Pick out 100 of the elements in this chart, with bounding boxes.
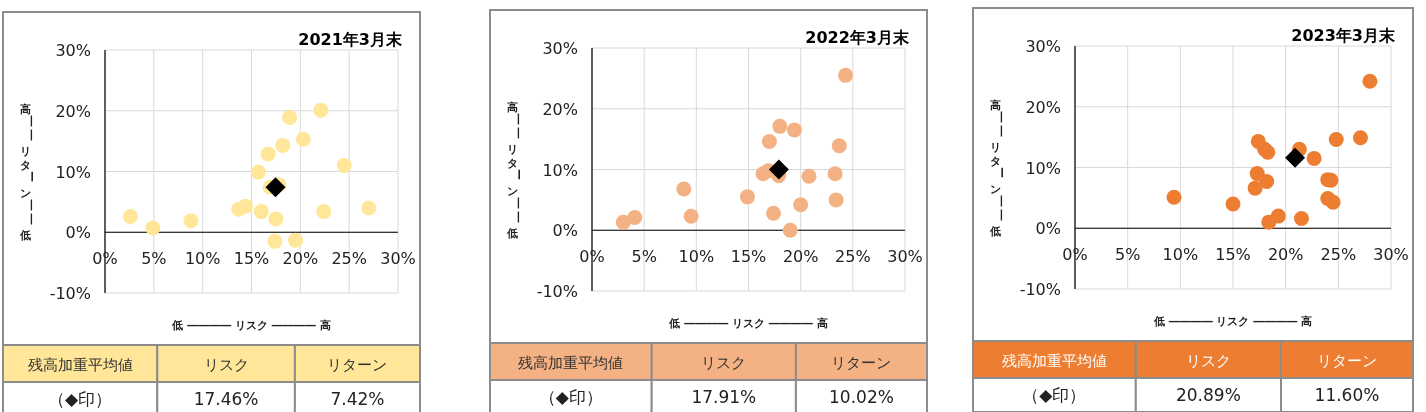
text: 10.02% (829, 387, 894, 407)
point (1270, 208, 1286, 224)
text: （◆印） (1022, 385, 1087, 405)
point (772, 118, 788, 134)
point (268, 211, 284, 227)
y-axis-title: 高――リターン――低 (505, 100, 526, 240)
point (827, 166, 843, 182)
x-tick-label: 25% (1320, 245, 1357, 265)
point (361, 200, 377, 216)
point (786, 122, 802, 138)
point (828, 192, 844, 208)
y-tick-label: 10% (1025, 158, 1061, 178)
point (766, 205, 782, 221)
x-tick-label: 10% (1162, 245, 1199, 265)
point (183, 213, 199, 229)
point (676, 181, 692, 197)
x-tick-label: 15% (730, 247, 767, 267)
chart-title: 2021年3月末 (298, 30, 403, 49)
point (267, 233, 283, 249)
text: 残高加重平均値 (1001, 351, 1107, 370)
text: 7.42% (330, 389, 385, 409)
point (316, 204, 332, 220)
point (1166, 189, 1182, 205)
x-axis-title: 低 ―――― リスク ―――― 高 (668, 317, 828, 330)
point (282, 109, 298, 125)
y-tick-label: 0% (552, 221, 578, 241)
x-tick-label: 25% (331, 249, 367, 269)
point (1306, 150, 1322, 166)
point (1247, 180, 1263, 196)
y-tick-label: 30% (1025, 37, 1061, 56)
text: リターン (327, 355, 388, 374)
y-tick-label: 0% (65, 223, 91, 243)
x-tick-label: 25% (835, 247, 871, 267)
point (238, 198, 254, 214)
text: リターン (1317, 351, 1377, 370)
point (739, 189, 755, 205)
x-tick-label: 30% (380, 249, 416, 269)
text: （◆印） (538, 387, 603, 407)
point (768, 159, 789, 180)
x-axis-title: 低 ―――― リスク ―――― 高 (171, 319, 331, 332)
point (1328, 132, 1344, 148)
point (122, 208, 138, 224)
x-tick-label: 30% (887, 247, 923, 267)
x-tick-label: 10% (678, 247, 715, 267)
point (838, 67, 854, 83)
point (253, 204, 269, 220)
point (1225, 196, 1241, 212)
y-tick-label: 20% (1025, 97, 1061, 117)
x-tick-label: 10% (184, 249, 221, 269)
point (1325, 194, 1341, 210)
y-axis-title: 高――リターン――低 (988, 98, 1009, 238)
point (336, 157, 352, 173)
y-tick-label: -10% (49, 284, 91, 303)
y-tick-label: -10% (536, 282, 578, 301)
y-tick-label: 20% (542, 99, 578, 119)
text: 11.60% (1314, 385, 1380, 405)
x-tick-label: 20% (282, 249, 319, 269)
point (1352, 130, 1368, 146)
text: リスク (1185, 351, 1231, 370)
point (260, 146, 276, 162)
y-tick-label: 30% (542, 39, 578, 58)
point (1249, 166, 1265, 182)
x-tick-label: 15% (1215, 245, 1251, 265)
text: 17.91% (691, 387, 757, 407)
x-tick-label: 20% (1267, 245, 1304, 265)
point (1259, 173, 1275, 189)
y-tick-label: 30% (55, 41, 91, 60)
text: 残高加重平均値 (518, 353, 624, 372)
point (761, 134, 777, 150)
text: リターン (831, 353, 892, 372)
point (1362, 73, 1378, 89)
x-tick-label: 15% (233, 249, 270, 269)
y-tick-label: 10% (542, 160, 578, 180)
point (275, 137, 291, 153)
point (265, 177, 286, 198)
point (801, 168, 817, 184)
point (287, 232, 303, 248)
point (250, 164, 266, 180)
text: リスク (203, 355, 249, 374)
chart-title: 2022年3月末 (805, 28, 910, 47)
point (793, 197, 809, 213)
text: 17.46% (193, 389, 259, 409)
point (313, 102, 329, 118)
point (1285, 147, 1306, 168)
x-axis-title: 低 ―――― リスク ―――― 高 (1152, 315, 1313, 328)
x-tick-label: 20% (782, 247, 819, 267)
y-tick-label: 0% (1035, 219, 1061, 239)
x-tick-label: 5% (1114, 245, 1141, 265)
text: 20.89% (1175, 385, 1241, 405)
text: リスク (701, 353, 747, 372)
chart-title: 2023年3月末 (1291, 26, 1396, 45)
point (295, 131, 311, 147)
y-tick-label: 20% (55, 101, 91, 121)
y-tick-label: -10% (1019, 280, 1061, 299)
point (831, 138, 847, 154)
text: 残高加重平均値 (27, 355, 133, 374)
point (627, 209, 643, 225)
y-tick-label: 10% (55, 162, 91, 182)
x-tick-label: 30% (1373, 245, 1409, 265)
point (145, 220, 161, 236)
